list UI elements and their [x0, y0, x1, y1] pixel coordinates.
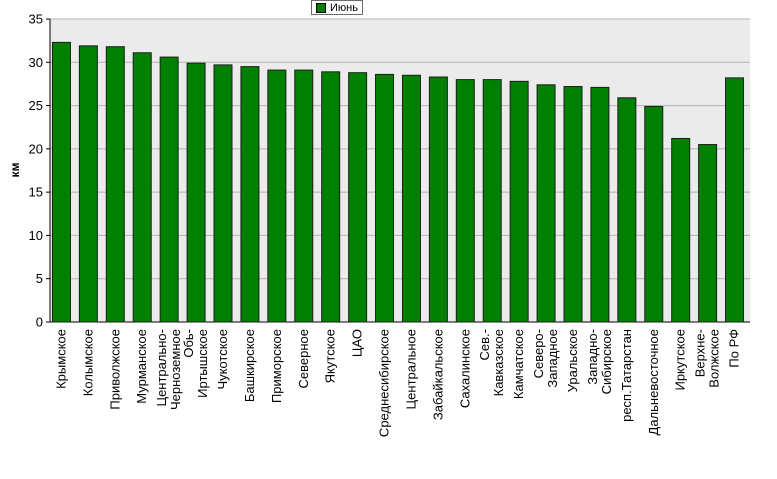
- bar: [240, 66, 260, 323]
- x-tick-label: Приволжское: [107, 329, 122, 410]
- x-tick-label: Среднесибирское: [377, 329, 392, 437]
- x-tick-label: Центральное: [403, 329, 418, 409]
- x-tick-label: Северное: [296, 329, 311, 388]
- x-tick-label: Уральское: [565, 329, 580, 392]
- x-tick-label: Дальневосточное: [646, 329, 661, 435]
- bar: [482, 79, 502, 323]
- x-tick-label: Северо-Западное: [531, 329, 560, 388]
- x-tick-label: Крымское: [53, 329, 68, 389]
- x-tick-label: Колымское: [80, 329, 95, 396]
- y-tick-label: 20: [29, 141, 43, 156]
- bar: [617, 97, 637, 323]
- y-tick-label: 5: [36, 271, 43, 286]
- bar: [671, 137, 691, 323]
- y-axis-label: км: [8, 162, 22, 177]
- bar: [536, 84, 556, 323]
- legend-label: Июнь: [330, 1, 358, 14]
- x-tick-label: Якутское: [323, 329, 338, 383]
- y-tick-label: 35: [29, 12, 43, 27]
- x-tick-label: Мурманское: [134, 329, 149, 404]
- x-tick-label: Центрально-Черноземное: [154, 329, 183, 410]
- x-tick-label: Башкирское: [242, 329, 257, 402]
- x-tick-label: По РФ: [727, 329, 742, 368]
- bar: [509, 80, 529, 323]
- bar: [186, 62, 206, 323]
- x-tick-label: Иркутское: [673, 329, 688, 391]
- bar: [132, 52, 152, 323]
- x-tick-label: Забайкальское: [430, 329, 445, 420]
- bar: [644, 105, 664, 323]
- bar: [294, 69, 314, 323]
- x-tick-label: Верхне-Волжское: [693, 329, 722, 388]
- legend: Июнь: [311, 0, 363, 15]
- x-tick-label: Сев.-Кавказское: [477, 329, 506, 396]
- bar: [267, 69, 287, 323]
- x-tick-label: Западно-Сибирское: [585, 329, 614, 394]
- bar: [725, 77, 745, 323]
- bar: [455, 79, 475, 323]
- bar: [159, 56, 179, 323]
- y-tick-label: 15: [29, 185, 43, 200]
- bar: [105, 46, 125, 323]
- bar: [213, 64, 233, 323]
- bar: [78, 45, 98, 323]
- bar: [428, 76, 448, 323]
- bar: [698, 144, 718, 323]
- bar: [321, 71, 341, 323]
- x-tick-label: Приморское: [269, 329, 284, 403]
- x-tick-label: Камчатское: [511, 329, 526, 399]
- x-tick-label: Обь-Иртышское: [181, 329, 210, 398]
- x-tick-label: Сахалинское: [457, 329, 472, 408]
- y-tick-label: 25: [29, 98, 43, 113]
- legend-swatch: [316, 2, 326, 13]
- bar: [348, 72, 368, 323]
- bar: [401, 74, 421, 323]
- x-tick-label: Чукотское: [215, 329, 230, 390]
- y-tick-label: 30: [29, 55, 43, 70]
- bar: [51, 41, 71, 323]
- bar: [563, 86, 583, 323]
- y-tick-label: 0: [36, 315, 43, 330]
- x-tick-label: ЦАО: [350, 329, 365, 357]
- bar: [375, 73, 395, 323]
- y-tick-label: 10: [29, 228, 43, 243]
- bar: [590, 86, 610, 323]
- x-tick-label: респ.Татарстан: [619, 329, 634, 422]
